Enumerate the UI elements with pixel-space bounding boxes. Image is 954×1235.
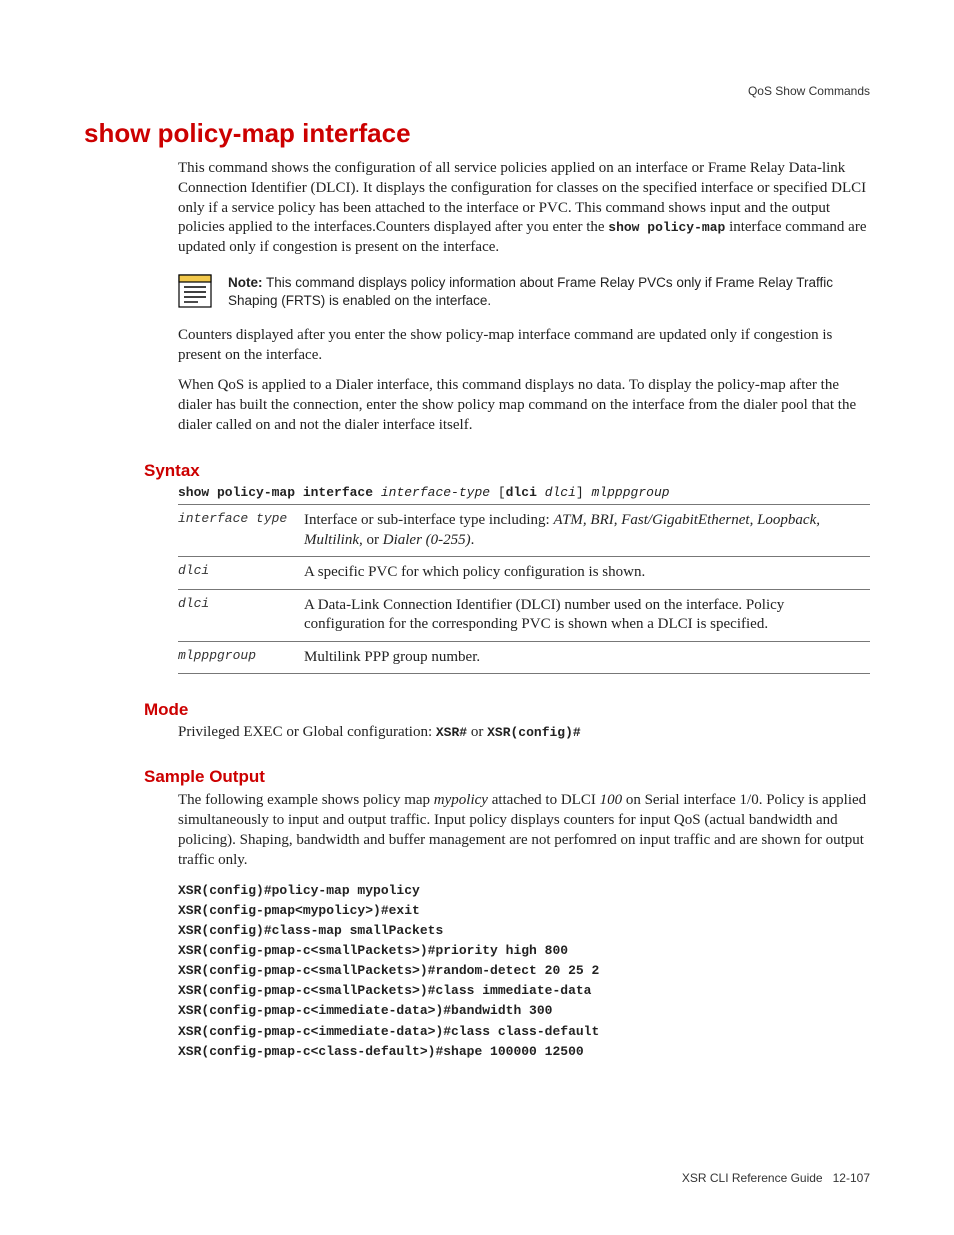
page-title: show policy-map interface [84,118,870,149]
syntax-sep1: [ [490,485,506,500]
footer: XSR CLI Reference Guide 12-107 [682,1171,870,1185]
sample-desc-pre: The following example shows policy map [178,792,434,808]
table-row: interface type Interface or sub-interfac… [178,505,870,557]
syntax-sp [537,485,545,500]
mode-line: Privileged EXEC or Global configuration:… [178,724,870,741]
syntax-heading: Syntax [144,461,870,481]
note-block: Note: This command displays policy infor… [178,274,870,310]
note-text: Note: This command displays policy infor… [228,274,870,310]
intro-block: This command shows the configuration of … [178,159,870,435]
page: QoS Show Commands show policy-map interf… [0,0,954,1235]
param-desc: A Data-Link Connection Identifier (DLCI)… [304,589,870,641]
sample-heading: Sample Output [144,767,870,787]
note-body: This command displays policy information… [228,275,833,308]
sample-desc-i2: 100 [600,792,623,808]
sample-block: The following example shows policy map m… [178,791,870,1061]
header-breadcrumb: QoS Show Commands [748,84,870,98]
table-row: dlci A Data-Link Connection Identifier (… [178,589,870,641]
syntax-cmd: show policy-map interface [178,485,381,500]
sample-desc-mid1: attached to DLCI [488,792,600,808]
intro-paragraph-2: Counters displayed after you enter the s… [178,326,870,366]
param-desc-mid: or [363,532,383,548]
mode-code2: XSR(config)# [487,725,581,740]
mode-code1: XSR# [436,725,467,740]
param-desc-i2: Dialer (0-255) [383,532,471,548]
param-desc-post: . [471,532,475,548]
param-name: interface type [178,505,304,557]
sample-desc-i1: mypolicy [434,792,488,808]
param-desc: A specific PVC for which policy configur… [304,557,870,590]
param-desc: Multilink PPP group number. [304,641,870,674]
syntax-arg3: mlpppgroup [592,485,670,500]
footer-page: 12-107 [833,1171,870,1185]
syntax-arg1: interface-type [381,485,490,500]
note-icon [178,274,212,308]
note-label: Note: [228,275,263,290]
param-desc-pre: Interface or sub-interface type includin… [304,512,553,528]
param-name: dlci [178,557,304,590]
params-table: interface type Interface or sub-interfac… [178,504,870,674]
syntax-arg2: dlci [545,485,576,500]
mode-prefix: Privileged EXEC or Global configuration: [178,724,436,740]
intro-paragraph-3: When QoS is applied to a Dialer interfac… [178,376,870,435]
param-desc: Interface or sub-interface type includin… [304,505,870,557]
syntax-sep2: ] [576,485,592,500]
syntax-block: show policy-map interface interface-type… [178,485,870,674]
param-name: dlci [178,589,304,641]
footer-text: XSR CLI Reference Guide [682,1171,823,1185]
table-row: mlpppgroup Multilink PPP group number. [178,641,870,674]
table-row: dlci A specific PVC for which policy con… [178,557,870,590]
sample-desc: The following example shows policy map m… [178,791,870,870]
sample-code: XSR(config)#policy-map mypolicy XSR(conf… [178,881,870,1062]
syntax-kw: dlci [506,485,537,500]
mode-mid: or [467,724,487,740]
intro-p1-cmd: show policy-map [608,220,725,235]
param-name: mlpppgroup [178,641,304,674]
syntax-line: show policy-map interface interface-type… [178,485,870,500]
mode-heading: Mode [144,700,870,720]
intro-paragraph-1: This command shows the configuration of … [178,159,870,258]
